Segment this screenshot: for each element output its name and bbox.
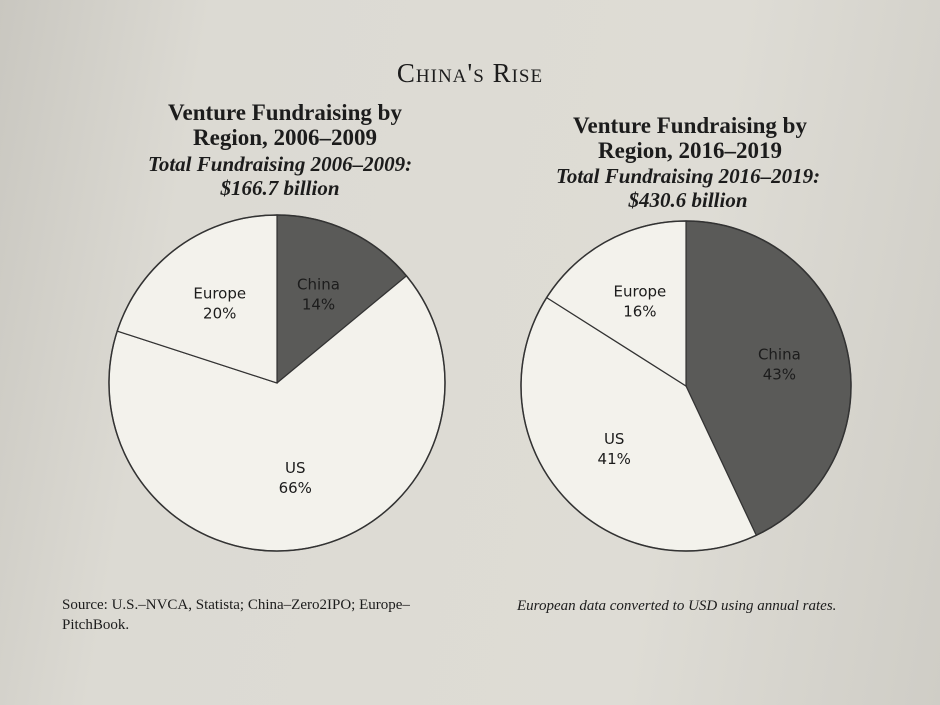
page-title: China's Rise [396, 58, 544, 88]
value-label: 14% [302, 295, 335, 313]
chart-title: Venture Fundraising by Region, 2006–2009 [168, 100, 402, 150]
value-label: 16% [623, 303, 656, 321]
pie-outline [108, 214, 446, 552]
note: European data converted to USD using ann… [517, 598, 837, 614]
source: Source: U.S.–NVCA, Statista; China–Zero2… [62, 597, 410, 633]
slice-label: US [285, 459, 306, 477]
pie-outline [520, 220, 852, 552]
slice-label: Europe [614, 283, 667, 301]
slice-label: US [604, 430, 625, 448]
value-label: 20% [203, 305, 236, 323]
chart-subtitle: Total Fundraising 2006–2009: $166.7 bill… [147, 152, 413, 200]
slice-label: China [758, 346, 801, 364]
value-label: 41% [598, 450, 631, 468]
chart-subtitle: Total Fundraising 2016–2019: $430.6 bill… [555, 164, 821, 212]
slice-label: China [297, 275, 340, 293]
value-label: 66% [279, 479, 312, 497]
chart-title: Venture Fundraising by Region, 2016–2019 [573, 113, 807, 163]
value-label: 43% [763, 366, 796, 384]
slice-label: Europe [193, 285, 246, 303]
